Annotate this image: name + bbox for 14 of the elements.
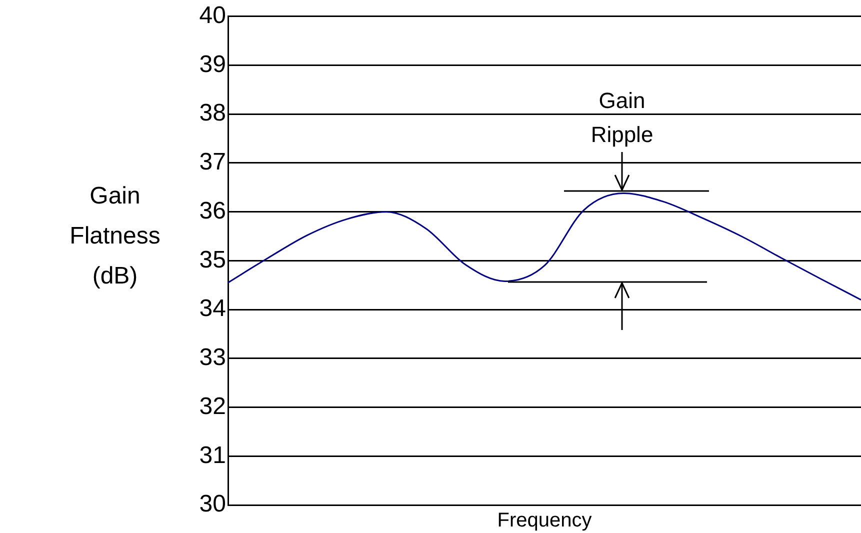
- x-axis-title: Frequency: [497, 510, 592, 532]
- y-tick-label: 32: [199, 392, 226, 420]
- y-tick-label: 33: [199, 344, 226, 372]
- y-tick-label: 31: [199, 442, 226, 469]
- y-tick-label: 36: [199, 197, 226, 224]
- y-tick-label: 35: [199, 246, 226, 274]
- y-tick-label: 38: [199, 100, 226, 127]
- annotation: Gain Ripple: [590, 88, 654, 148]
- y-tick-label: 39: [199, 50, 226, 78]
- y-axis-title: Gain Flatness (dB): [70, 182, 160, 290]
- y-tick-label: 34: [199, 295, 226, 322]
- y-tick-label: 30: [199, 490, 226, 518]
- y-tick-label: 37: [199, 148, 226, 176]
- y-tick-label: 40: [199, 2, 226, 30]
